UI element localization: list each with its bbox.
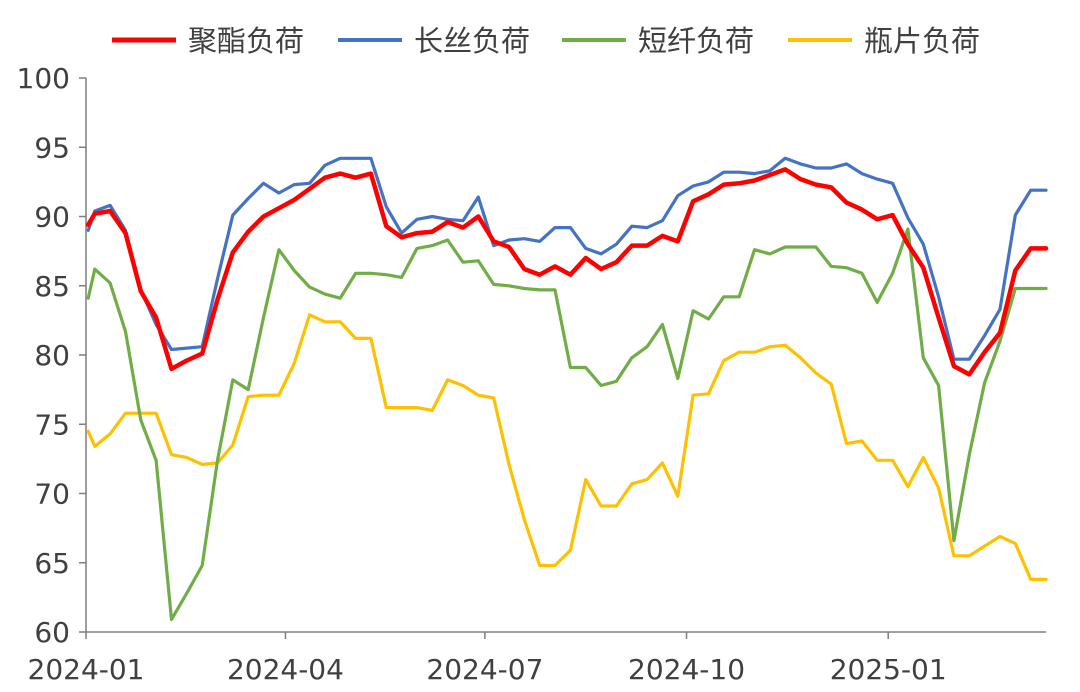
plot-area: [85, 156, 1049, 622]
legend-label: 长丝负荷: [414, 24, 530, 58]
legend-label: 聚酯负荷: [188, 24, 304, 58]
x-axis: 2024-01 2024-04 2024-07 2024-10 2025-01: [28, 631, 1046, 686]
y-tick-label: 100: [17, 62, 70, 95]
legend-label: 短纤负荷: [638, 24, 754, 58]
y-tick-label: 60: [34, 616, 70, 649]
y-axis: 60 65 70 75 80 85 90 95 100: [17, 62, 87, 649]
series-line-4: [86, 313, 1048, 582]
series-line-2: [86, 156, 1048, 361]
x-tick-label: 2024-10: [628, 653, 745, 686]
y-tick-label: 90: [34, 201, 70, 234]
x-tick-label: 2024-01: [28, 653, 145, 686]
x-tick-label: 2024-04: [227, 653, 344, 686]
legend: 聚酯负荷 长丝负荷 短纤负荷 瓶片负荷: [112, 24, 980, 58]
y-tick-label: 65: [34, 547, 70, 580]
y-tick-label: 95: [34, 131, 70, 164]
y-tick-label: 70: [34, 478, 70, 511]
x-tick-label: 2024-07: [426, 653, 543, 686]
y-tick-label: 80: [34, 339, 70, 372]
y-tick-label: 75: [34, 408, 70, 441]
legend-label: 瓶片负荷: [864, 24, 980, 58]
series-line-1: [85, 167, 1049, 377]
series-line-3: [86, 227, 1048, 622]
y-tick-label: 85: [34, 270, 70, 303]
x-tick-label: 2025-01: [830, 653, 947, 686]
